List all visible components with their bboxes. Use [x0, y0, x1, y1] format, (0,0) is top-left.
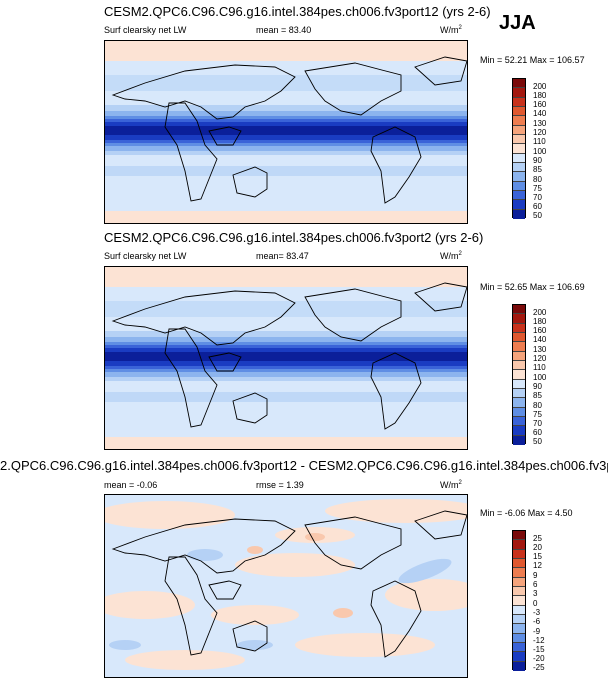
- cbar-label: 80: [533, 401, 542, 410]
- cbar-label: 75: [533, 184, 542, 193]
- cbar-label: -20: [533, 654, 545, 663]
- cbar-label: 70: [533, 419, 542, 428]
- cbar-label: -25: [533, 663, 545, 672]
- cbar-label: 0: [533, 599, 538, 608]
- cbar-label: 85: [533, 391, 542, 400]
- panel2-map: [104, 266, 468, 450]
- panel2-mean: mean= 83.47: [256, 251, 309, 261]
- cbar-label: -12: [533, 636, 545, 645]
- panel1-colorbar: [512, 78, 526, 219]
- cbar-label: 75: [533, 410, 542, 419]
- cbar-label: 3: [533, 589, 538, 598]
- panel1-map: [104, 40, 468, 224]
- cbar-label: 120: [533, 128, 547, 137]
- cbar-label: 50: [533, 211, 542, 220]
- cbar-label: 50: [533, 437, 542, 446]
- panel1-mean: mean = 83.40: [256, 25, 312, 35]
- panel1-minmax: Min = 52.21 Max = 106.57: [480, 55, 585, 65]
- cbar-label: 120: [533, 354, 547, 363]
- panel2-field: [105, 267, 467, 449]
- panel3-title: 2.QPC6.C96.C96.g16.intel.384pes.ch006.fv…: [0, 458, 608, 473]
- panel1-title: CESM2.QPC6.C96.C96.g16.intel.384pes.ch00…: [104, 4, 491, 19]
- cbar-label: 90: [533, 382, 542, 391]
- cbar-label: 110: [533, 363, 546, 372]
- cbar-label: 70: [533, 193, 542, 202]
- cbar-label: -3: [533, 608, 541, 617]
- cbar-label: -15: [533, 645, 545, 654]
- panel1-units: W/m2: [440, 25, 462, 35]
- cbar-label: 15: [533, 552, 542, 561]
- cbar-label: 6: [533, 580, 538, 589]
- cbar-label: 160: [533, 100, 547, 109]
- panel3-field: [105, 495, 467, 677]
- panel1-coastlines: [111, 56, 467, 204]
- panel2-title: CESM2.QPC6.C96.C96.g16.intel.384pes.ch00…: [104, 230, 484, 245]
- panel2-minmax: Min = 52.65 Max = 106.69: [480, 282, 585, 292]
- cbar-label: 60: [533, 428, 542, 437]
- cbar-label: 180: [533, 91, 547, 100]
- cbar-label: -9: [533, 627, 541, 636]
- panel3-units: W/m2: [440, 480, 462, 490]
- panel1-field: [105, 41, 467, 223]
- cbar-label: 110: [533, 137, 546, 146]
- panel3-mean: mean = -0.06: [104, 480, 158, 490]
- cbar-label: 140: [533, 335, 547, 344]
- cbar-label: 25: [533, 534, 542, 543]
- cbar-label: 9: [533, 571, 538, 580]
- panel3-colorbar: [512, 530, 526, 671]
- cbar-label: 100: [533, 373, 547, 382]
- panel2-units: W/m2: [440, 251, 462, 261]
- season-label: JJA: [499, 12, 536, 34]
- cbar-label: 130: [533, 345, 547, 354]
- panel2-colorbar: [512, 304, 526, 445]
- cbar-label: -6: [533, 617, 541, 626]
- cbar-label: 200: [533, 308, 547, 317]
- cbar-label: 140: [533, 109, 547, 118]
- panel2-coastlines: [111, 282, 467, 430]
- panel3-coastlines: [111, 510, 467, 658]
- cbar-label: 160: [533, 326, 547, 335]
- cbar-label: 12: [533, 561, 542, 570]
- panel3-map: [104, 494, 468, 678]
- cbar-label: 90: [533, 156, 542, 165]
- panel3-minmax: Min = -6.06 Max = 4.50: [480, 508, 573, 518]
- panel3-rmse: rmse = 1.39: [256, 480, 304, 490]
- panel2-variable: Surf clearsky net LW: [104, 251, 187, 261]
- cbar-label: 180: [533, 317, 547, 326]
- panel1-variable: Surf clearsky net LW: [104, 25, 187, 35]
- cbar-label: 130: [533, 119, 547, 128]
- cbar-label: 80: [533, 175, 542, 184]
- cbar-label: 60: [533, 202, 542, 211]
- cbar-label: 200: [533, 82, 547, 91]
- cbar-label: 85: [533, 165, 542, 174]
- cbar-label: 100: [533, 147, 547, 156]
- cbar-label: 20: [533, 543, 542, 552]
